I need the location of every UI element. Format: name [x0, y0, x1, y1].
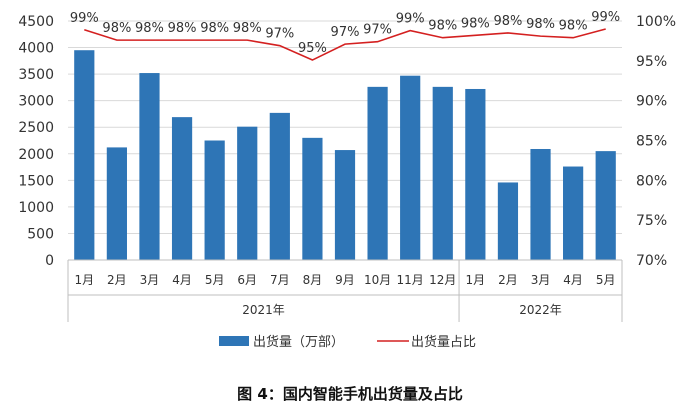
bar: [465, 88, 486, 260]
line-data-label: 95%: [298, 41, 327, 56]
legend-label-line: 出货量占比: [411, 334, 476, 350]
bar: [139, 73, 160, 260]
chart-svg: 99%98% 98% 98% 98% 98% 97%95%97% 97%99% 98% 98% 9…: [18, 10, 676, 350]
x-axis: 1月 2月 3月 4月 5月 6月 7月 8月 9月 10月 11月 12月 1月 2月 3月 4月 5月 202…: [67, 259, 623, 322]
y-right-tick-label: 95%: [636, 54, 667, 70]
y-left-tick-label: 3000: [18, 94, 54, 110]
x-tick-label: 3月: [531, 273, 551, 287]
x-tick-label: 11月: [397, 273, 424, 287]
x-tick-label: 6月: [237, 273, 257, 287]
x-tick-label: 2月: [107, 273, 127, 287]
y-left-tick-label: 0: [45, 253, 54, 269]
x-tick-label: 5月: [596, 273, 616, 287]
y-right-tick-label: 70%: [636, 253, 667, 269]
x-tick-label: 2月: [498, 273, 518, 287]
line-data-label: 99%: [396, 12, 425, 27]
line-data-label: 98%: [168, 21, 197, 36]
figure-caption: 图 4：国内智能手机出货量及占比: [237, 385, 463, 403]
x-tick-label: 4月: [172, 273, 192, 287]
x-tick-label: 9月: [335, 273, 355, 287]
y-left-tick-label: 4000: [18, 41, 54, 57]
y-left-tick-label: 1500: [18, 173, 54, 189]
x-group-label: 2022年: [519, 303, 562, 317]
bar: [171, 117, 193, 261]
line-data-label: 98%: [135, 21, 164, 36]
line-data-label: 98%: [526, 17, 555, 32]
left-y-axis: 0 500 1000 1500 2000 2500 3000 3500 4000 4500: [18, 14, 54, 269]
bar: [595, 151, 616, 260]
line-data-label: 97%: [265, 27, 294, 42]
x-tick-label: 3月: [140, 273, 160, 287]
y-right-tick-label: 90%: [636, 94, 667, 110]
bar: [74, 50, 95, 260]
line-data-label: 98%: [102, 21, 131, 36]
bar: [302, 137, 323, 260]
y-left-tick-label: 2000: [18, 147, 54, 163]
y-left-tick-label: 1000: [18, 200, 54, 216]
line-data-label: 98%: [200, 21, 229, 36]
x-tick-label: 8月: [303, 273, 323, 287]
line-data-label: 98%: [428, 19, 457, 34]
bar: [106, 147, 127, 260]
y-right-tick-label: 80%: [636, 173, 667, 189]
bar: [334, 150, 356, 260]
line-data-label: 98%: [559, 19, 588, 34]
line-data-labels: 99%98% 98% 98% 98% 98% 97%95%97% 97%99% 98% 98% 9…: [70, 10, 620, 56]
bar: [204, 140, 225, 260]
legend-swatch-bar: [219, 336, 249, 346]
line-data-label: 98%: [461, 16, 490, 31]
y-right-tick-label: 100%: [636, 14, 676, 30]
right-y-axis: 70% 75% 80% 85% 90% 95% 100%: [636, 14, 676, 269]
x-tick-label: 5月: [205, 273, 225, 287]
bar: [497, 182, 519, 260]
line-data-label: 99%: [70, 11, 99, 26]
x-tick-label: 12月: [429, 273, 456, 287]
line-series: [84, 28, 606, 61]
y-left-tick-label: 2500: [18, 120, 54, 136]
bar: [530, 148, 551, 260]
bar: [367, 86, 388, 260]
line-data-label: 98%: [233, 21, 262, 36]
share-line: [84, 28, 606, 61]
y-left-tick-label: 4500: [18, 14, 54, 30]
line-data-label: 97%: [363, 23, 392, 38]
bar: [237, 126, 258, 261]
legend-label-bar: 出货量（万部）: [253, 334, 344, 350]
y-right-tick-label: 75%: [636, 213, 667, 229]
x-tick-label: 1月: [466, 273, 486, 287]
x-tick-label: 7月: [270, 273, 290, 287]
y-left-tick-label: 500: [27, 226, 54, 242]
line-data-label: 97%: [331, 25, 360, 40]
line-data-label: 98%: [493, 14, 522, 29]
x-tick-label: 10月: [364, 273, 391, 287]
y-left-tick-label: 3500: [18, 67, 54, 83]
bar: [400, 75, 421, 261]
bar: [432, 86, 453, 260]
bar-series: [74, 50, 616, 261]
bar: [563, 166, 584, 260]
x-group-label: 2021年: [242, 303, 285, 317]
x-tick-label: 4月: [563, 273, 583, 287]
bar: [269, 112, 290, 260]
line-data-label: 99%: [591, 10, 620, 25]
x-tick-label: 1月: [74, 273, 94, 287]
legend: 出货量（万部） 出货量占比: [219, 334, 476, 350]
y-right-tick-label: 85%: [636, 134, 667, 150]
